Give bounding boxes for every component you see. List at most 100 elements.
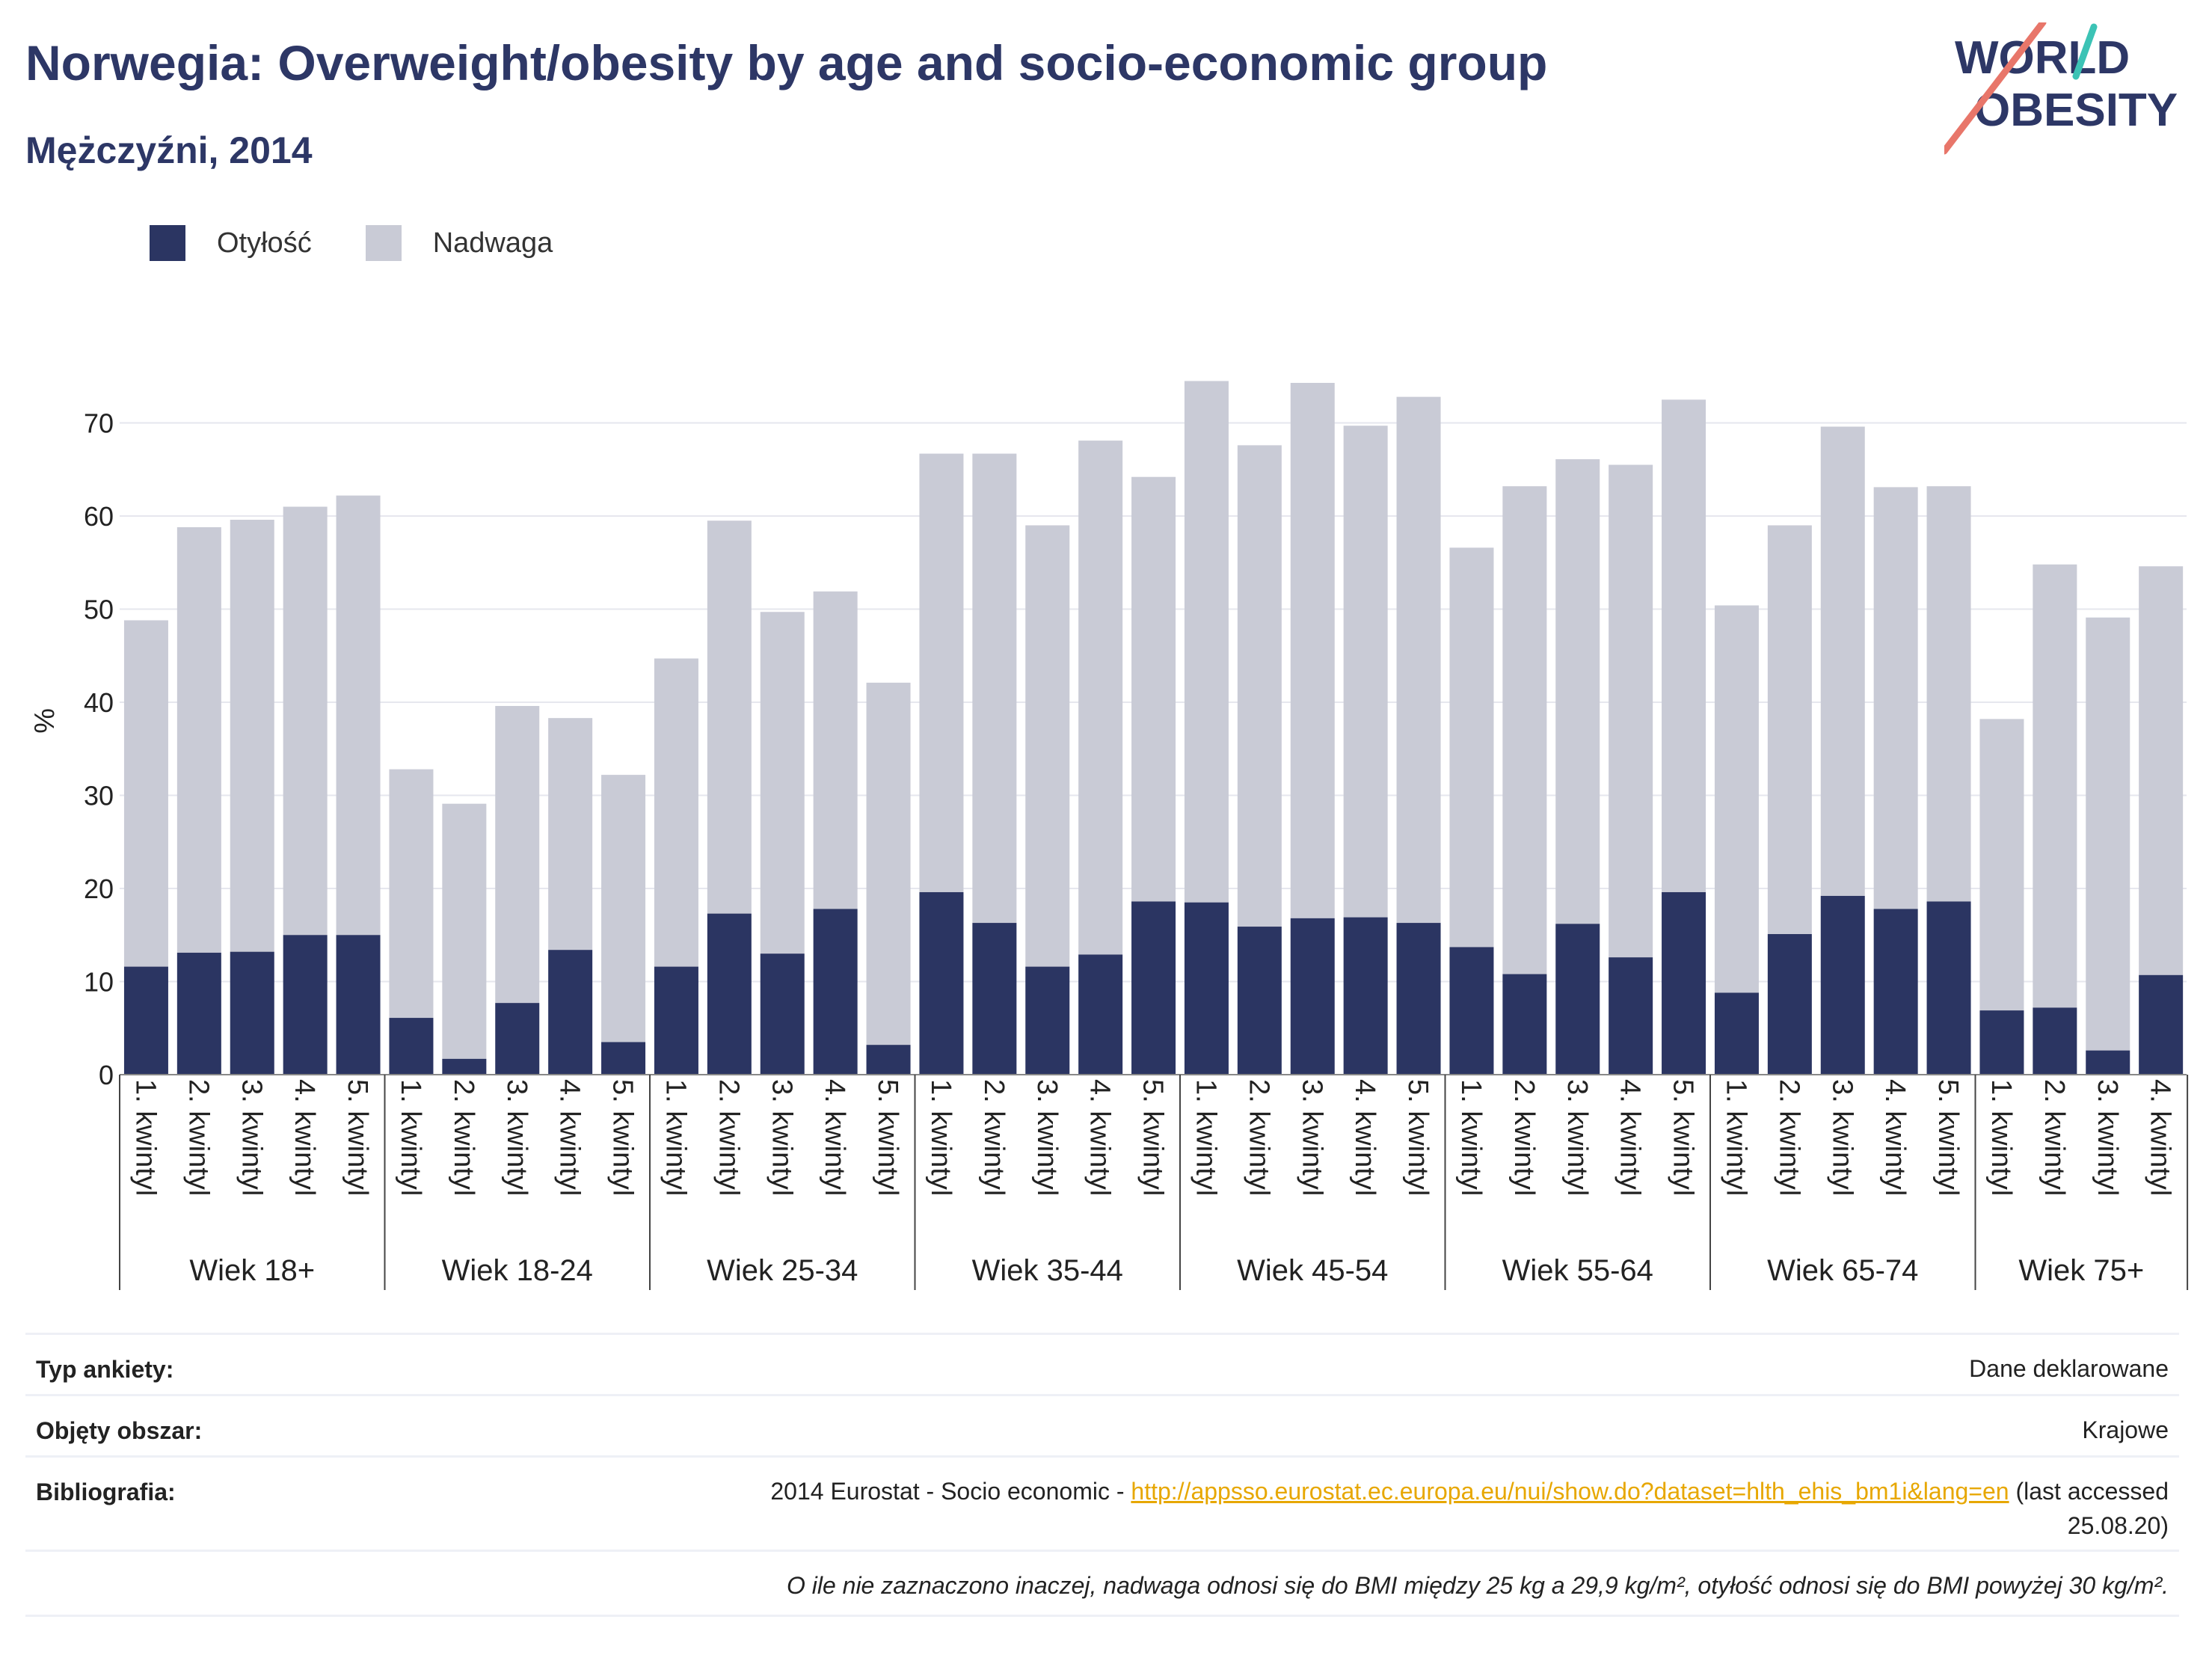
- x-tick-label: 2. kwintyl: [713, 1079, 744, 1196]
- bar-overweight: [707, 521, 752, 914]
- bar-overweight: [1767, 525, 1812, 935]
- x-tick-label: 2. kwintyl: [448, 1079, 479, 1196]
- bar-obesity: [1979, 1010, 2024, 1075]
- bar-overweight: [2033, 564, 2077, 1008]
- x-tick-label: 5. kwintyl: [342, 1079, 373, 1196]
- x-tick-label: 3. kwintyl: [1296, 1079, 1327, 1196]
- bar-overweight: [813, 591, 858, 909]
- info-row-bibliography: Bibliografia: 2014 Eurostat - Socio econ…: [25, 1455, 2179, 1552]
- bar-overweight: [2139, 566, 2184, 975]
- bar-obesity: [1343, 917, 1388, 1075]
- bar-overweight: [1237, 445, 1282, 927]
- bar-obesity: [1820, 895, 1865, 1075]
- bar-overweight: [1820, 426, 1865, 896]
- bar-obesity: [972, 923, 1017, 1075]
- bar-obesity: [813, 909, 858, 1075]
- area-value: Krajowe: [2082, 1416, 2169, 1443]
- legend-item-overweight: Nadwaga: [365, 225, 553, 261]
- bar-overweight: [283, 506, 328, 936]
- bar-overweight: [760, 612, 805, 954]
- x-tick-label: 4. kwintyl: [554, 1079, 586, 1196]
- bar-obesity: [548, 950, 593, 1075]
- x-tick-label: 4. kwintyl: [1615, 1079, 1646, 1196]
- bar-obesity: [1184, 902, 1229, 1075]
- bar-overweight: [2086, 617, 2130, 1051]
- bar-overweight: [230, 519, 274, 952]
- bar-overweight: [601, 775, 646, 1043]
- x-tick-label: 2. kwintyl: [2039, 1079, 2070, 1196]
- x-tick-label: 1. kwintyl: [1720, 1079, 1751, 1196]
- logo-line2: OBESITY: [1974, 85, 2178, 136]
- y-tick-label-20: 20: [84, 873, 114, 904]
- bar-overweight: [1979, 719, 2024, 1011]
- x-tick-label: 5. kwintyl: [607, 1079, 639, 1196]
- bar-obesity: [1449, 947, 1494, 1075]
- x-tick-label: 5. kwintyl: [872, 1079, 903, 1196]
- x-tick-label: 4. kwintyl: [1084, 1079, 1116, 1196]
- legend-swatch-overweight: [365, 225, 402, 261]
- chart-subtitle: Mężczyźni, 2014: [25, 129, 313, 171]
- bar-obesity: [654, 966, 698, 1075]
- bar-obesity: [176, 952, 221, 1075]
- bar-obesity: [2139, 974, 2184, 1075]
- bibliography-link[interactable]: http://appsso.eurostat.ec.europa.eu/nui/…: [1131, 1478, 2009, 1505]
- info-row-survey: Typ ankiety: Dane deklarowane: [25, 1333, 2179, 1396]
- bibliography-value: 2014 Eurostat - Socio economic - http://…: [770, 1474, 2169, 1543]
- bar-overweight: [1184, 381, 1229, 903]
- group-label: Wiek 18+: [189, 1254, 315, 1287]
- info-row-area: Objęty obszar: Krajowe: [25, 1394, 2179, 1458]
- bar-obesity: [919, 891, 964, 1075]
- bar-overweight: [972, 453, 1017, 924]
- bar-overweight: [1555, 459, 1600, 924]
- x-tick-label: 4. kwintyl: [1879, 1079, 1911, 1196]
- x-tick-label: 1. kwintyl: [660, 1079, 691, 1196]
- bar-obesity: [707, 913, 752, 1075]
- x-tick-label: 5. kwintyl: [1668, 1079, 1699, 1196]
- x-tick-label: 3. kwintyl: [1826, 1079, 1858, 1196]
- bar-overweight: [654, 658, 698, 967]
- bar-obesity: [2086, 1050, 2130, 1075]
- y-tick-label-50: 50: [84, 595, 114, 625]
- legend-label-obesity: Otyłość: [217, 227, 312, 259]
- x-tick-label: 2. kwintyl: [1508, 1079, 1540, 1196]
- x-tick-label: 2. kwintyl: [978, 1079, 1010, 1196]
- x-tick-label: 3. kwintyl: [1031, 1079, 1063, 1196]
- x-tick-label: 3. kwintyl: [501, 1079, 532, 1196]
- bar-obesity: [1767, 934, 1812, 1075]
- survey-type-value: Dane deklarowane: [1969, 1355, 2169, 1382]
- y-tick-label-70: 70: [84, 408, 114, 439]
- x-tick-label: 2. kwintyl: [1773, 1079, 1804, 1196]
- bar-obesity: [1237, 927, 1282, 1075]
- bar-overweight: [442, 803, 487, 1059]
- bar-overweight: [1662, 399, 1706, 892]
- bar-overweight: [548, 718, 593, 951]
- bar-obesity: [1555, 924, 1600, 1075]
- x-tick-label: 1. kwintyl: [925, 1079, 956, 1196]
- bar-obesity: [1396, 923, 1441, 1075]
- x-tick-label: 1. kwintyl: [1985, 1079, 2017, 1196]
- bar-obesity: [442, 1058, 487, 1075]
- bar-overweight: [495, 705, 540, 1004]
- bar-overweight: [1714, 605, 1759, 993]
- bar-obesity: [389, 1018, 434, 1075]
- bar-obesity: [1714, 992, 1759, 1075]
- bar-overweight: [1873, 487, 1918, 909]
- world-obesity-logo: WORLD OBESITY: [1944, 22, 2178, 155]
- bar-overweight: [1449, 547, 1494, 948]
- bibliography-prefix: 2014 Eurostat - Socio economic -: [770, 1478, 1131, 1505]
- x-tick-label: 1. kwintyl: [395, 1079, 426, 1196]
- bar-overweight: [919, 453, 964, 892]
- x-tick-label: 2. kwintyl: [182, 1079, 214, 1196]
- x-tick-label: 5. kwintyl: [1137, 1079, 1169, 1196]
- x-tick-label: 4. kwintyl: [819, 1079, 850, 1196]
- bar-obesity: [1873, 909, 1918, 1075]
- bar-obesity: [495, 1003, 540, 1075]
- group-label: Wiek 65-74: [1767, 1254, 1918, 1287]
- survey-type-label: Typ ankiety:: [36, 1356, 174, 1383]
- bar-obesity: [1609, 957, 1653, 1075]
- bar-obesity: [336, 935, 381, 1075]
- bar-obesity: [601, 1042, 646, 1075]
- bar-overweight: [1290, 382, 1335, 918]
- bar-obesity: [1502, 974, 1547, 1075]
- bar-overweight: [866, 682, 911, 1045]
